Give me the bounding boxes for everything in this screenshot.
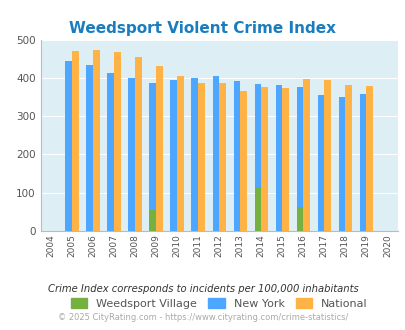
Bar	[324, 80, 330, 231]
Bar	[261, 87, 267, 231]
Bar	[198, 83, 205, 231]
Bar	[107, 73, 114, 231]
Text: © 2025 CityRating.com - https://www.cityrating.com/crime-statistics/: © 2025 CityRating.com - https://www.city…	[58, 313, 347, 322]
Bar	[275, 85, 281, 231]
Bar	[254, 187, 261, 231]
Bar	[240, 90, 246, 231]
Bar	[149, 83, 156, 231]
Bar	[296, 207, 303, 231]
Bar	[128, 78, 135, 231]
Bar	[114, 52, 121, 231]
Bar	[86, 65, 93, 231]
Bar	[135, 57, 142, 231]
Bar	[303, 79, 309, 231]
Bar	[149, 210, 156, 231]
Bar	[93, 50, 100, 231]
Bar	[359, 94, 365, 231]
Bar	[72, 51, 79, 231]
Bar	[191, 78, 198, 231]
Bar	[212, 76, 219, 231]
Bar	[170, 80, 177, 231]
Bar	[365, 86, 372, 231]
Legend: Weedsport Village, New York, National: Weedsport Village, New York, National	[66, 294, 371, 314]
Bar	[345, 85, 351, 231]
Bar	[177, 76, 183, 231]
Bar	[65, 61, 72, 231]
Bar	[254, 84, 261, 231]
Bar	[317, 95, 324, 231]
Bar	[219, 83, 226, 231]
Bar	[233, 81, 240, 231]
Bar	[156, 66, 162, 231]
Bar	[281, 88, 288, 231]
Text: Weedsport Violent Crime Index: Weedsport Violent Crime Index	[69, 21, 336, 36]
Bar	[338, 97, 345, 231]
Text: Crime Index corresponds to incidents per 100,000 inhabitants: Crime Index corresponds to incidents per…	[47, 284, 358, 294]
Bar	[296, 87, 303, 231]
